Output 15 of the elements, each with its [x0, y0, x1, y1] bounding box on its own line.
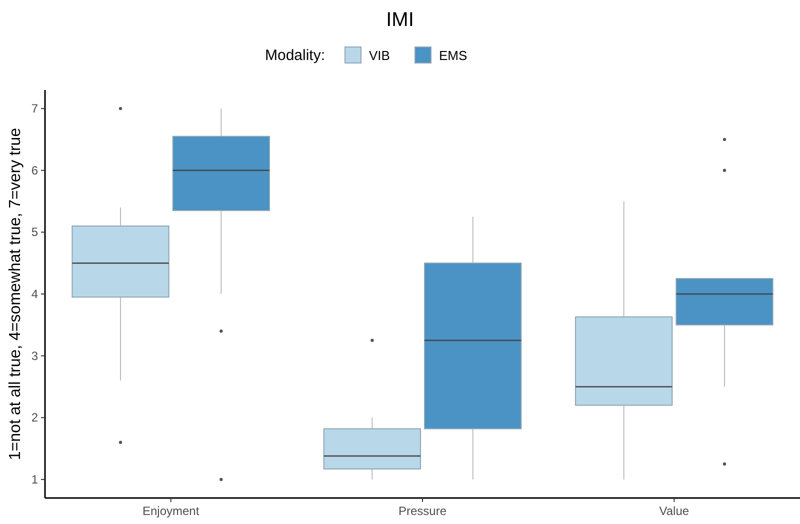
x-tick-label: Value	[659, 504, 690, 518]
y-tick-label: 3	[31, 348, 38, 363]
y-tick-label: 5	[31, 225, 38, 240]
legend-title: Modality:	[265, 47, 326, 64]
y-tick-label: 7	[31, 102, 38, 116]
y-tick-label: 6	[31, 163, 38, 178]
y-tick-label: 4	[31, 287, 38, 301]
y-axis-title: 1=not at all true, 4=somewhat true, 7=very true	[7, 128, 24, 460]
x-tick-label: Pressure	[398, 504, 447, 518]
x-tick-label: Enjoyment	[142, 504, 200, 518]
y-tick-label: 1	[31, 472, 38, 486]
chart-title: IMI	[386, 9, 414, 31]
y-tick-label: 2	[31, 410, 38, 425]
legend-label: EMS	[439, 48, 468, 63]
legend-label: VIB	[369, 48, 390, 63]
